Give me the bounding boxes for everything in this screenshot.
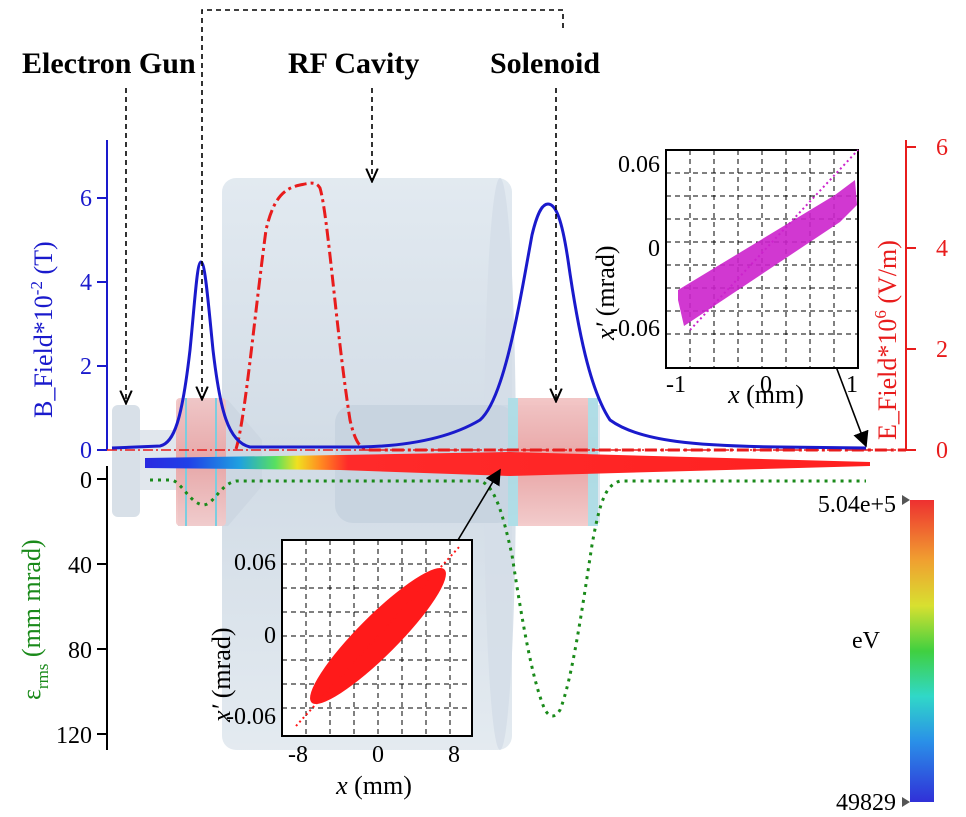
rf-cavity-label: RF Cavity [288, 47, 419, 80]
electron-beam [145, 452, 870, 476]
b-tick-6: 6 [80, 186, 92, 212]
e-field-axis: 0 2 4 6 E_Field*106 (V/m) [871, 135, 948, 464]
colorbar-gradient [910, 500, 934, 802]
inset-top-ytick-006: 0.06 [618, 152, 660, 178]
component-labels: Electron Gun RF Cavity Solenoid [22, 47, 600, 80]
inset-bottom-xtick-m8: -8 [288, 742, 308, 768]
inset-bottom-xlabel: x (mm) [335, 771, 412, 800]
b-field-curve [111, 202, 867, 450]
e-field-curve [234, 181, 906, 452]
phase-space-inset-top: 0.06 0 -0.06 -1 0 1 x (mm) x′ (mrad) [591, 149, 859, 409]
emit-tick-80: 80 [68, 638, 92, 664]
inset-bottom-xtick-0: 0 [372, 742, 384, 768]
inset-top-xlabel: x (mm) [727, 380, 804, 409]
emit-tick-40: 40 [68, 553, 92, 579]
electron-gun-label: Electron Gun [22, 47, 196, 80]
emittance-axis: 0 40 80 120 εrms (mm mrad) [17, 466, 108, 750]
colorbar-min-marker [902, 797, 910, 807]
phase-space-inset-bottom: 0.06 0 -0.06 -8 0 8 x (mm) x′ (mrad) [207, 539, 473, 800]
e-tick-2: 2 [936, 337, 948, 363]
inset-bottom-grid [282, 540, 472, 736]
b-tick-2: 2 [80, 354, 92, 380]
inset-bottom-ytick-0: 0 [264, 623, 276, 649]
inset-bottom-ytick-006: 0.06 [234, 550, 276, 576]
emit-tick-120: 120 [56, 723, 92, 749]
inset-bottom-xtick-8: 8 [448, 742, 460, 768]
emit-tick-0: 0 [80, 468, 92, 494]
entry-phase-space-arrow [454, 468, 501, 546]
b-field-axis: 0 2 4 6 B_Field*10-2 (T) [27, 140, 108, 464]
e-tick-4: 4 [936, 236, 948, 262]
inset-bottom-halo [295, 545, 461, 727]
emittance-curve [150, 478, 866, 718]
inset-top-ytick-0: 0 [648, 236, 660, 262]
colorbar-unit-label: eV [852, 628, 881, 654]
e-tick-6: 6 [936, 135, 948, 161]
e-field-axis-label: E_Field*106 (V/m) [871, 240, 902, 440]
inset-top-xtick-m1: -1 [666, 372, 686, 398]
inset-bottom-ylabel: x′ (mrad) [207, 628, 236, 723]
inset-top-halo [689, 149, 859, 331]
e-tick-0: 0 [936, 438, 948, 464]
inset-top-xtick-1: 1 [846, 372, 858, 398]
inset-top-ytick-m006: -0.06 [610, 316, 660, 342]
gun-solenoid-pointer [202, 9, 564, 398]
emittance-axis-label: εrms (mm mrad) [17, 539, 52, 700]
inset-top-ylabel: x′ (mrad) [591, 246, 620, 341]
solenoid-label: Solenoid [490, 47, 600, 80]
colorbar-max-label: 5.04e+5 [818, 492, 896, 518]
colorbar-max-marker [902, 495, 910, 505]
energy-colorbar: 5.04e+5 eV 49829 [818, 492, 934, 816]
inset-top-distribution [678, 180, 857, 326]
b-tick-4: 4 [80, 270, 92, 296]
colorbar-min-label: 49829 [836, 790, 896, 816]
b-tick-0: 0 [80, 438, 92, 464]
inset-top-xtick-0: 0 [760, 372, 772, 398]
b-field-axis-label: B_Field*10-2 (T) [27, 241, 58, 418]
inset-bottom-ytick-m006: -0.06 [226, 704, 276, 730]
